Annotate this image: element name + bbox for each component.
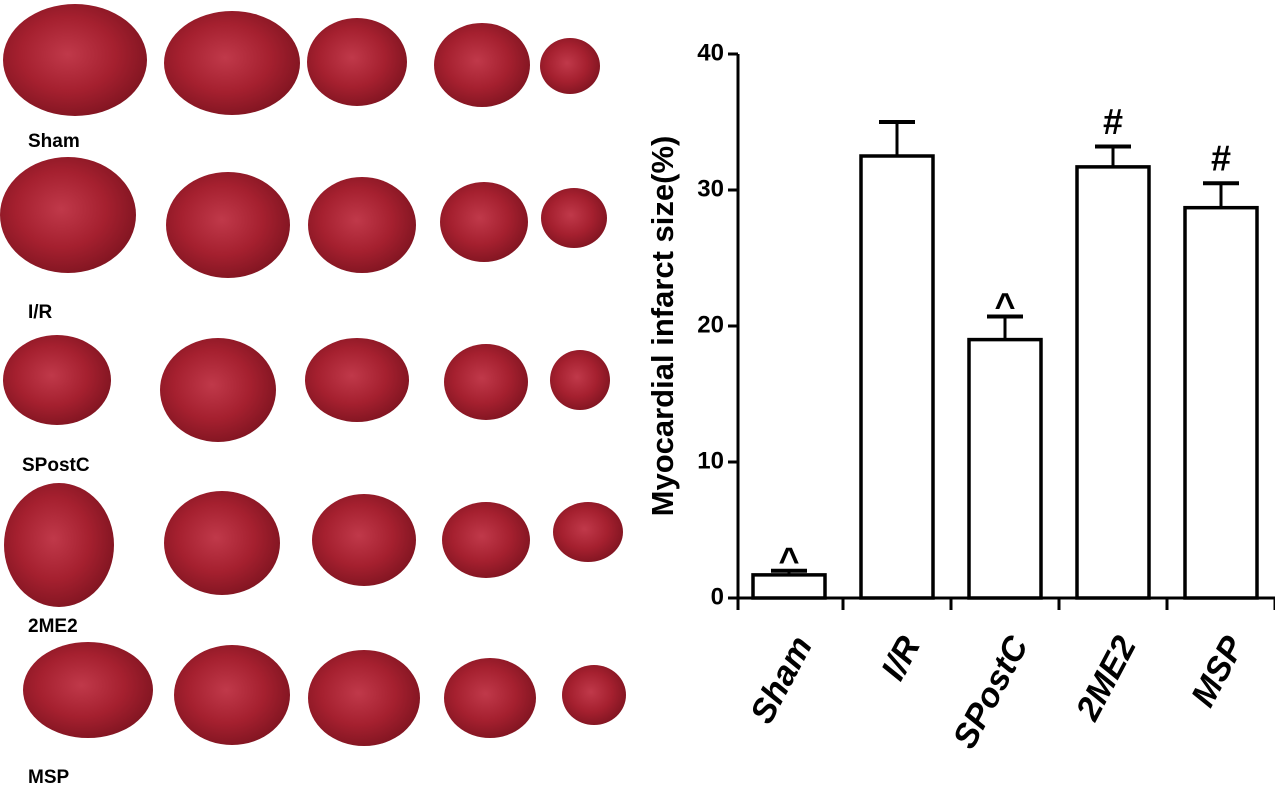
heart-slice bbox=[562, 665, 626, 725]
heart-slice bbox=[174, 645, 290, 745]
y-tick-label: 30 bbox=[697, 175, 724, 202]
bar bbox=[859, 154, 935, 600]
annotation: # bbox=[1211, 138, 1231, 179]
heart-slice bbox=[553, 502, 623, 562]
row-label: 2ME2 bbox=[28, 616, 78, 637]
heart-slice bbox=[312, 494, 416, 586]
bar bbox=[1183, 205, 1259, 600]
heart-slice bbox=[308, 650, 420, 746]
row-label: MSP bbox=[28, 767, 70, 788]
x-tick-label: SPostC bbox=[946, 630, 1037, 755]
y-tick-label: 20 bbox=[697, 311, 724, 338]
heart-slice bbox=[3, 335, 111, 425]
heart-slice bbox=[3, 4, 147, 116]
heart-slice bbox=[23, 642, 153, 738]
y-tick-label: 0 bbox=[711, 583, 724, 610]
row-label: Sham bbox=[28, 131, 80, 152]
annotation: ^ bbox=[778, 539, 799, 580]
row-label: I/R bbox=[28, 302, 53, 323]
heart-slice bbox=[308, 177, 416, 273]
heart-slice bbox=[444, 344, 528, 420]
heart-slice bbox=[307, 18, 407, 106]
x-tick-label: 2ME2 bbox=[1068, 630, 1144, 727]
bar bbox=[967, 337, 1043, 600]
heart-slice bbox=[442, 502, 530, 578]
heart-slice bbox=[164, 11, 300, 115]
heart-slice bbox=[550, 350, 610, 410]
x-tick-label: I/R bbox=[874, 630, 928, 687]
heart-slice bbox=[434, 23, 530, 107]
annotation: # bbox=[1103, 101, 1123, 142]
y-axis-label: Myocardial infarct size(%) bbox=[645, 136, 680, 517]
heart-slice bbox=[166, 172, 290, 278]
heart-slice bbox=[4, 483, 114, 607]
heart-slice bbox=[540, 38, 600, 94]
bar bbox=[751, 573, 827, 600]
heart-slice bbox=[164, 491, 280, 595]
heart-photos: Sham I/R SPostC 2ME2 MSP bbox=[0, 4, 626, 788]
annotation: ^ bbox=[994, 285, 1015, 326]
heart-slice bbox=[440, 182, 528, 262]
bar bbox=[1075, 165, 1151, 600]
heart-slice bbox=[160, 338, 276, 442]
y-tick-label: 40 bbox=[697, 39, 724, 66]
x-tick-label: MSP bbox=[1184, 630, 1252, 713]
row-label: SPostC bbox=[22, 455, 90, 476]
heart-slice bbox=[0, 157, 136, 273]
x-tick-label: Sham bbox=[743, 630, 820, 730]
heart-slice bbox=[541, 188, 607, 248]
heart-slice bbox=[444, 658, 536, 738]
heart-slice bbox=[305, 338, 409, 422]
y-tick-label: 10 bbox=[697, 447, 724, 474]
